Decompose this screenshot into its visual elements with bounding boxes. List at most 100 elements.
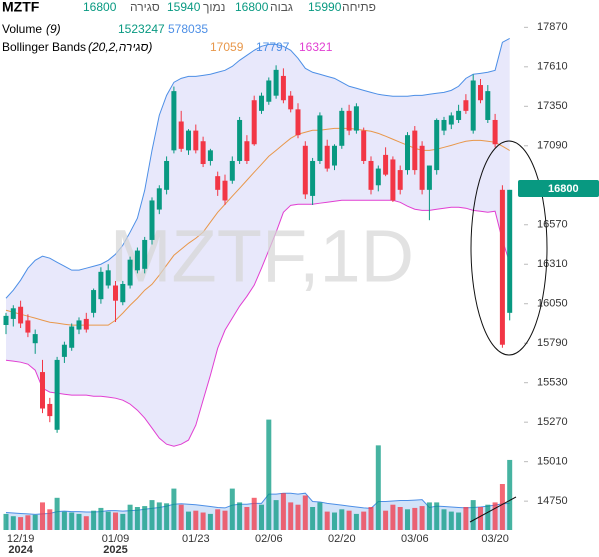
candle-body — [83, 318, 89, 330]
volume-bar — [288, 502, 294, 530]
volume-bar — [229, 488, 235, 530]
candles-layer — [3, 65, 513, 433]
candle-body — [448, 115, 454, 125]
candle-body — [91, 290, 97, 313]
candle-body — [76, 320, 82, 330]
candle-body — [149, 200, 155, 240]
volume-bar — [273, 500, 279, 530]
candle-body — [353, 106, 359, 131]
volume-bar — [317, 502, 323, 530]
legend: MZTF 16800 סגירה 15940 נמוך 16800 גבוה 1… — [2, 0, 376, 54]
candle-body — [171, 91, 177, 151]
x-tick-label: 03/06 — [401, 533, 429, 545]
candle-body — [229, 160, 235, 181]
candle-body — [178, 121, 184, 149]
y-tick-label: 15270 — [537, 416, 568, 428]
volume-bar — [441, 509, 447, 530]
candle-body — [492, 119, 498, 145]
volume-bar — [383, 510, 389, 530]
candle-body — [215, 176, 221, 190]
band-lower — [5, 199, 511, 447]
volume-bar — [61, 511, 67, 530]
volume-bar — [426, 502, 432, 530]
candle-body — [113, 285, 118, 301]
candle-body — [456, 110, 462, 120]
volume-bar — [171, 488, 177, 530]
candle-body — [32, 334, 38, 344]
volume-bar — [390, 504, 396, 530]
candle-body — [346, 110, 352, 131]
candle-body — [412, 130, 418, 171]
volume-bar — [397, 507, 403, 530]
candle-body — [54, 359, 60, 430]
candle-body — [273, 69, 279, 96]
legend-low-value: 15940 — [167, 0, 201, 14]
volume-bar — [375, 445, 381, 530]
volume-bar — [193, 510, 199, 530]
volume-bar — [83, 516, 89, 530]
y-tick-label: 15790 — [537, 337, 568, 349]
candle-body — [324, 145, 330, 169]
legend-open-value: 15990 — [308, 0, 342, 14]
bb-basis-value: 17059 — [210, 40, 244, 54]
y-tick-label: 17090 — [537, 140, 568, 152]
axes-layer: 17870 17610 17350 17090 16570 16310 16050 15790… — [7, 21, 568, 556]
volume-bar — [207, 513, 213, 530]
candle-body — [10, 308, 16, 319]
candle-body — [25, 320, 31, 333]
volume-bar — [3, 513, 9, 530]
volume-bar — [127, 504, 133, 530]
candle-body — [470, 80, 476, 131]
bands-layer — [5, 37, 511, 447]
legend-close-label: סגירה — [130, 0, 160, 14]
volume-bar — [251, 497, 257, 530]
candle-body — [200, 141, 206, 165]
volume-bar — [405, 509, 410, 530]
volume-bar — [346, 510, 352, 530]
candle-body — [244, 141, 250, 161]
volume-bar — [492, 502, 498, 530]
candle-body — [332, 145, 337, 166]
candle-body — [61, 344, 67, 357]
volume-ma-value: 578035 — [168, 22, 208, 36]
candle-body — [478, 85, 483, 101]
volume-bar — [142, 506, 148, 530]
y-tick-label: 16310 — [537, 258, 568, 270]
volume-bar — [324, 511, 330, 530]
last-price-tag: 16800 — [518, 180, 599, 197]
candle-body — [463, 100, 469, 111]
volume-bar — [54, 497, 60, 530]
candle-body — [251, 100, 257, 145]
volume-bar — [339, 509, 345, 530]
x-tick-label: 01/09 — [102, 533, 130, 545]
volume-bar — [105, 511, 111, 530]
bb-params: (20,2,סגירה) — [88, 40, 152, 54]
volume-bar — [91, 510, 97, 530]
volume-bar — [507, 459, 513, 530]
volume-bar — [120, 513, 126, 530]
volume-bar — [113, 512, 118, 530]
candle-body — [142, 239, 148, 269]
band-fill — [6, 38, 510, 447]
candle-body — [98, 271, 104, 300]
candle-body — [339, 110, 345, 146]
candle-body — [405, 135, 410, 171]
legend-low-label: נמוך — [203, 0, 225, 14]
y-tick-label: 17610 — [537, 61, 568, 73]
last-price: 16800 — [548, 183, 579, 195]
volume-bar — [244, 507, 250, 530]
candle-body — [426, 165, 432, 190]
candle-body — [434, 119, 440, 171]
candle-body — [259, 95, 264, 111]
volume-bar — [32, 514, 38, 530]
candle-body — [295, 109, 301, 136]
y-tick-label: 17350 — [537, 100, 568, 112]
y-tick-label: 16570 — [537, 219, 568, 231]
candle-body — [207, 150, 213, 161]
volume-bar — [302, 495, 308, 530]
volume-bar — [412, 507, 418, 530]
volume-bar — [40, 502, 45, 530]
volume-bar — [149, 500, 155, 530]
volume-bar — [200, 512, 206, 530]
volume-ma-line — [5, 492, 510, 515]
